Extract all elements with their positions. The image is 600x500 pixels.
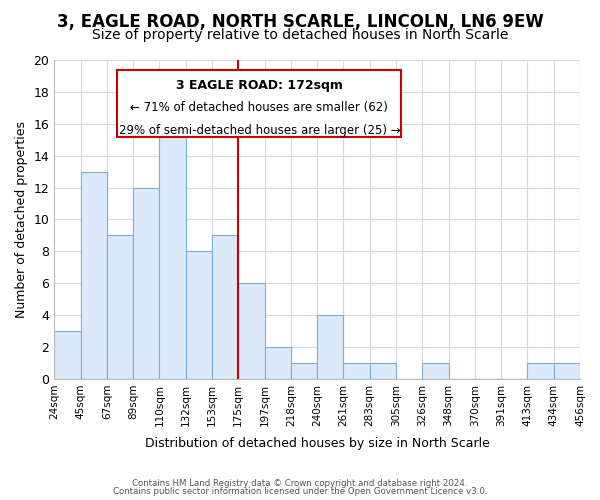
Text: Contains HM Land Registry data © Crown copyright and database right 2024.: Contains HM Land Registry data © Crown c… xyxy=(132,478,468,488)
Bar xyxy=(107,236,133,379)
Bar xyxy=(186,252,212,379)
FancyBboxPatch shape xyxy=(118,70,401,136)
Bar xyxy=(343,363,370,379)
Text: 3 EAGLE ROAD: 172sqm: 3 EAGLE ROAD: 172sqm xyxy=(176,79,343,92)
Bar xyxy=(317,315,343,379)
Y-axis label: Number of detached properties: Number of detached properties xyxy=(15,121,28,318)
Bar xyxy=(422,363,449,379)
Bar xyxy=(265,347,291,379)
Bar xyxy=(370,363,396,379)
Bar xyxy=(80,172,107,379)
Bar xyxy=(527,363,554,379)
Bar xyxy=(133,188,160,379)
Text: ← 71% of detached houses are smaller (62): ← 71% of detached houses are smaller (62… xyxy=(130,102,388,114)
Bar xyxy=(554,363,580,379)
Bar xyxy=(54,331,80,379)
Bar xyxy=(212,236,238,379)
Bar xyxy=(291,363,317,379)
Text: Size of property relative to detached houses in North Scarle: Size of property relative to detached ho… xyxy=(92,28,508,42)
X-axis label: Distribution of detached houses by size in North Scarle: Distribution of detached houses by size … xyxy=(145,437,490,450)
Text: 29% of semi-detached houses are larger (25) →: 29% of semi-detached houses are larger (… xyxy=(119,124,400,137)
Text: Contains public sector information licensed under the Open Government Licence v3: Contains public sector information licen… xyxy=(113,487,487,496)
Bar xyxy=(160,108,186,379)
Bar xyxy=(238,283,265,379)
Text: 3, EAGLE ROAD, NORTH SCARLE, LINCOLN, LN6 9EW: 3, EAGLE ROAD, NORTH SCARLE, LINCOLN, LN… xyxy=(56,12,544,30)
